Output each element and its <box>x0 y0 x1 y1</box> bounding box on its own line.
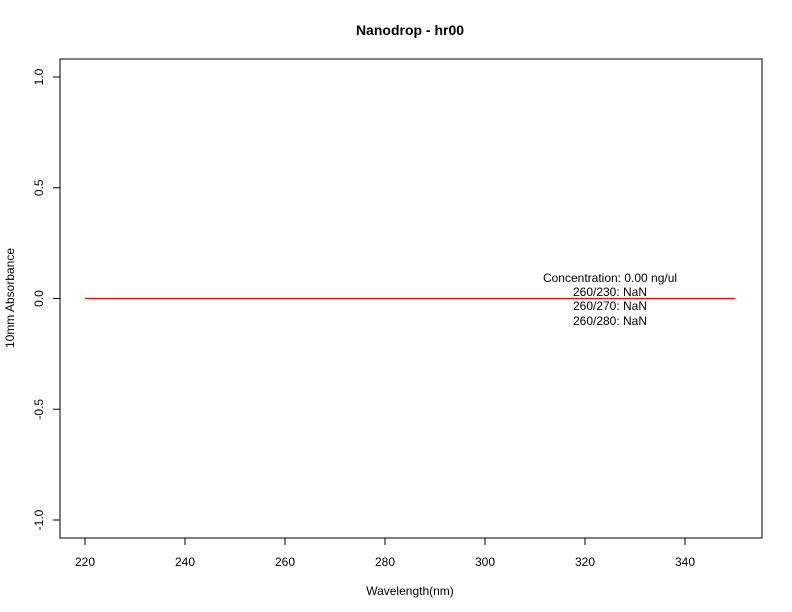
annotation-260-230: 260/230: NaN <box>573 285 647 299</box>
annotation-concentration: Concentration: 0.00 ng/ul <box>543 271 677 285</box>
x-tick-label: 300 <box>475 555 495 569</box>
y-tick-label: -1.0 <box>32 509 46 530</box>
chart-title: Nanodrop - hr00 <box>356 22 464 38</box>
y-tick-label: 0.5 <box>32 179 46 196</box>
x-axis-label: Wavelength(nm) <box>366 584 454 598</box>
x-tick-label: 280 <box>375 555 395 569</box>
y-axis: -1.0 -0.5 0.0 0.5 1.0 <box>32 68 61 530</box>
annotation-260-280: 260/280: NaN <box>573 314 647 328</box>
y-axis-label: 10mm Absorbance <box>3 248 17 348</box>
annotation-260-270: 260/270: NaN <box>573 299 647 313</box>
y-tick-label: 1.0 <box>32 68 46 85</box>
x-tick-label: 320 <box>575 555 595 569</box>
x-tick-label: 260 <box>275 555 295 569</box>
x-tick-label: 240 <box>175 555 195 569</box>
x-axis: 220 240 260 280 300 320 340 <box>75 537 695 569</box>
x-tick-label: 340 <box>675 555 695 569</box>
x-tick-label: 220 <box>75 555 95 569</box>
annotation-block: Concentration: 0.00 ng/ul 260/230: NaN 2… <box>543 271 677 328</box>
y-tick-label: -0.5 <box>32 399 46 420</box>
y-tick-label: 0.0 <box>32 290 46 307</box>
